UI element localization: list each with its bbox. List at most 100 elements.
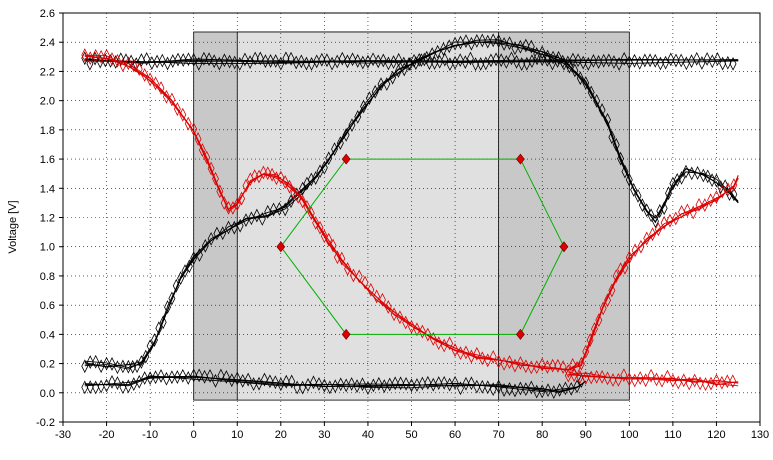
series-point [233,197,241,212]
series-point [390,307,398,322]
series-point [137,355,145,369]
series-point [177,271,185,286]
series-point [146,72,154,87]
series-point [429,377,437,392]
series-point [538,384,546,399]
series-point [472,57,480,72]
series-point [212,171,219,186]
series-point [495,379,503,394]
series-point [522,359,530,374]
series-point [194,132,202,146]
series-point [312,215,320,230]
series-point [185,52,192,67]
series-point [355,269,363,284]
series-point [439,42,447,56]
series-point [310,375,317,390]
series-point [461,55,469,70]
series-point [365,91,373,106]
series-point [467,36,475,51]
series-point [179,53,187,67]
series-point [410,53,418,68]
eye-mask [276,153,569,340]
series-point [550,385,558,400]
series-point [502,54,510,69]
series-point [268,167,276,182]
series-point [92,354,100,369]
series-point [155,321,163,336]
series-point [582,76,590,90]
series-point [333,250,341,265]
series-point [484,353,492,368]
series-point [489,382,497,397]
series-point [413,378,421,392]
series-point [86,355,94,369]
series-point [239,373,247,388]
series-line [84,56,739,370]
series-point [500,37,508,51]
series-point [342,128,350,142]
y-tick-label: -0.2 [36,417,55,429]
series-point [374,54,382,69]
series-point [506,382,513,396]
series-point [163,89,170,104]
series-point [701,198,709,212]
series-point [714,52,721,66]
y-tick-label: 1.0 [40,242,55,254]
series-point [297,54,305,69]
series-point [543,360,551,374]
series-point [338,51,346,66]
series-point [97,379,105,394]
series-point [516,39,524,54]
series-point [666,213,674,228]
series-point [97,49,105,64]
series-point [103,48,111,63]
series-point [135,62,143,77]
series-point [293,380,301,395]
series-point [179,107,187,122]
series-point [329,238,337,253]
series-point [281,202,289,217]
series-point [108,374,116,389]
series-point [264,166,272,181]
series-point [157,81,165,95]
series-point [584,56,592,71]
series-point [730,187,738,202]
series-point [344,262,352,276]
series-point [373,289,381,304]
series-point [195,368,203,383]
series-point [247,211,255,226]
y-tick-label: 2.4 [40,37,55,49]
series-point [435,336,443,351]
series-point [604,112,611,127]
series-point [331,379,339,394]
series-point [429,332,437,346]
series-point [377,77,385,92]
x-tick-label: -20 [99,429,115,441]
series-point [201,369,209,384]
series-point [152,370,160,385]
series-point [462,34,470,48]
series-point [688,54,695,69]
series-point [323,53,331,68]
series-point [518,57,526,71]
series-point [434,44,442,59]
series-point [256,51,264,66]
eye-mask-vertex [276,241,286,253]
series-point [621,260,629,275]
series-point [609,373,617,387]
series-line [84,40,739,368]
x-tick-label: 120 [707,429,725,441]
series-point [219,226,227,241]
series-point [704,169,712,184]
series-point [489,350,497,364]
series-point [261,54,269,69]
series-point [593,93,601,108]
series-point [595,313,603,328]
series-point [693,51,701,66]
series-point [169,54,177,68]
series-point [678,170,686,185]
series-point [608,283,616,298]
series-point [369,52,377,67]
series-point [440,338,448,353]
series-point [695,197,703,212]
